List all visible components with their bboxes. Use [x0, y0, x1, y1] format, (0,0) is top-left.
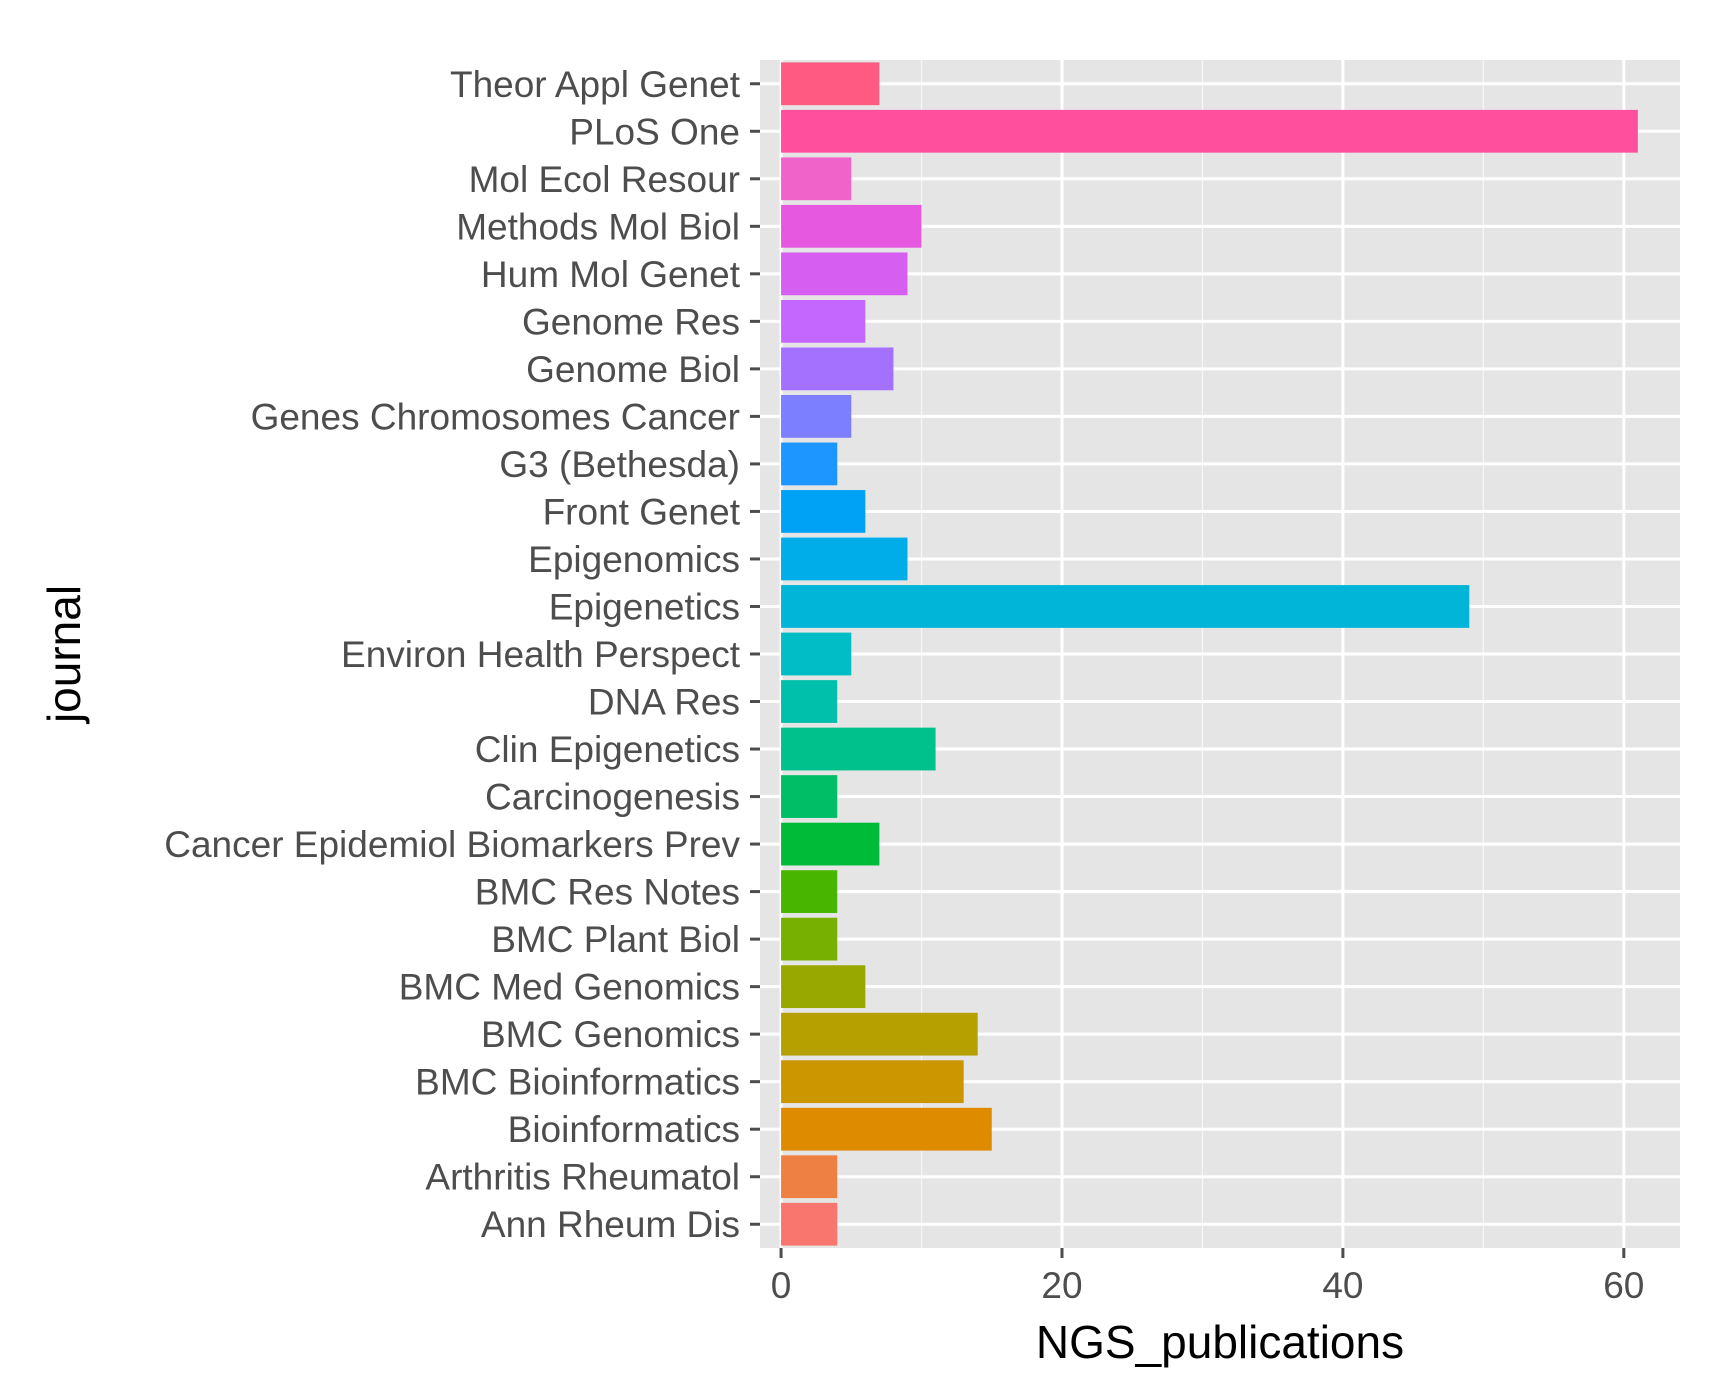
bar: [781, 490, 866, 533]
bar: [781, 537, 908, 581]
y-axis-ticks: Ann Rheum Dis Arthritis Rheumatol Bioinfor…: [164, 64, 760, 1245]
y-tick-label: G3 (Bethesda): [499, 444, 740, 485]
y-tick-label: Genome Biol: [526, 349, 740, 390]
bar: [781, 917, 838, 961]
y-tick-label: Carcinogenesis: [485, 777, 740, 818]
bar: [781, 1060, 964, 1104]
bar: [781, 204, 922, 248]
bar: [781, 299, 866, 343]
bar: [781, 347, 894, 391]
bar: [781, 965, 866, 1009]
y-tick-label: Clin Epigenetics: [475, 729, 740, 770]
major-gridlines: [760, 60, 1680, 1248]
y-tick-label: BMC Res Notes: [475, 872, 740, 913]
y-tick-label: Environ Health Perspect: [341, 634, 741, 675]
bar: [781, 1107, 992, 1151]
y-tick-label: Mol Ecol Resour: [469, 159, 740, 200]
bar: [781, 62, 880, 106]
x-axis-title: NGS_publications: [1036, 1316, 1404, 1368]
y-tick-label: BMC Bioinformatics: [415, 1062, 740, 1103]
x-tick-label: 20: [1041, 1265, 1082, 1306]
bar: [781, 775, 838, 818]
bar: [781, 822, 880, 866]
y-tick-label: Ann Rheum Dis: [481, 1204, 740, 1245]
y-tick-label: Cancer Epidemiol Biomarkers Prev: [164, 824, 740, 865]
y-tick-label: DNA Res: [588, 682, 740, 723]
x-tick-label: 0: [771, 1265, 792, 1306]
bar: [781, 252, 908, 296]
y-tick-label: Epigenetics: [549, 586, 740, 627]
y-tick-label: Arthritis Rheumatol: [425, 1157, 740, 1198]
y-tick-label: Methods Mol Biol: [456, 206, 740, 247]
y-axis-title: journal: [38, 585, 90, 725]
bar: [781, 109, 1638, 153]
x-tick-label: 60: [1603, 1265, 1644, 1306]
y-tick-label: Epigenomics: [528, 539, 740, 580]
x-tick-label: 40: [1322, 1265, 1363, 1306]
bar: [781, 157, 852, 201]
y-tick-label: Theor Appl Genet: [450, 64, 741, 105]
bar: [781, 585, 1470, 628]
bar: [781, 395, 852, 438]
bar: [781, 1202, 838, 1246]
bar: [781, 632, 852, 676]
y-tick-label: BMC Med Genomics: [399, 967, 740, 1008]
y-tick-label: Front Genet: [543, 491, 741, 532]
bar: [781, 1012, 978, 1056]
y-tick-label: BMC Plant Biol: [491, 919, 740, 960]
y-tick-label: PLoS One: [569, 111, 740, 152]
y-tick-label: Bioinformatics: [508, 1109, 740, 1150]
bars: [781, 62, 1638, 1246]
bar: [781, 680, 838, 723]
y-tick-label: Genes Chromosomes Cancer: [251, 396, 740, 437]
y-tick-label: Genome Res: [522, 301, 740, 342]
x-axis-ticks: 0 20 40 60: [771, 1248, 1644, 1306]
bar: [781, 870, 838, 913]
bar: [781, 727, 936, 771]
bar: [781, 442, 838, 486]
bar: [781, 1155, 838, 1199]
y-tick-label: BMC Genomics: [481, 1014, 740, 1055]
y-tick-label: Hum Mol Genet: [481, 254, 741, 295]
